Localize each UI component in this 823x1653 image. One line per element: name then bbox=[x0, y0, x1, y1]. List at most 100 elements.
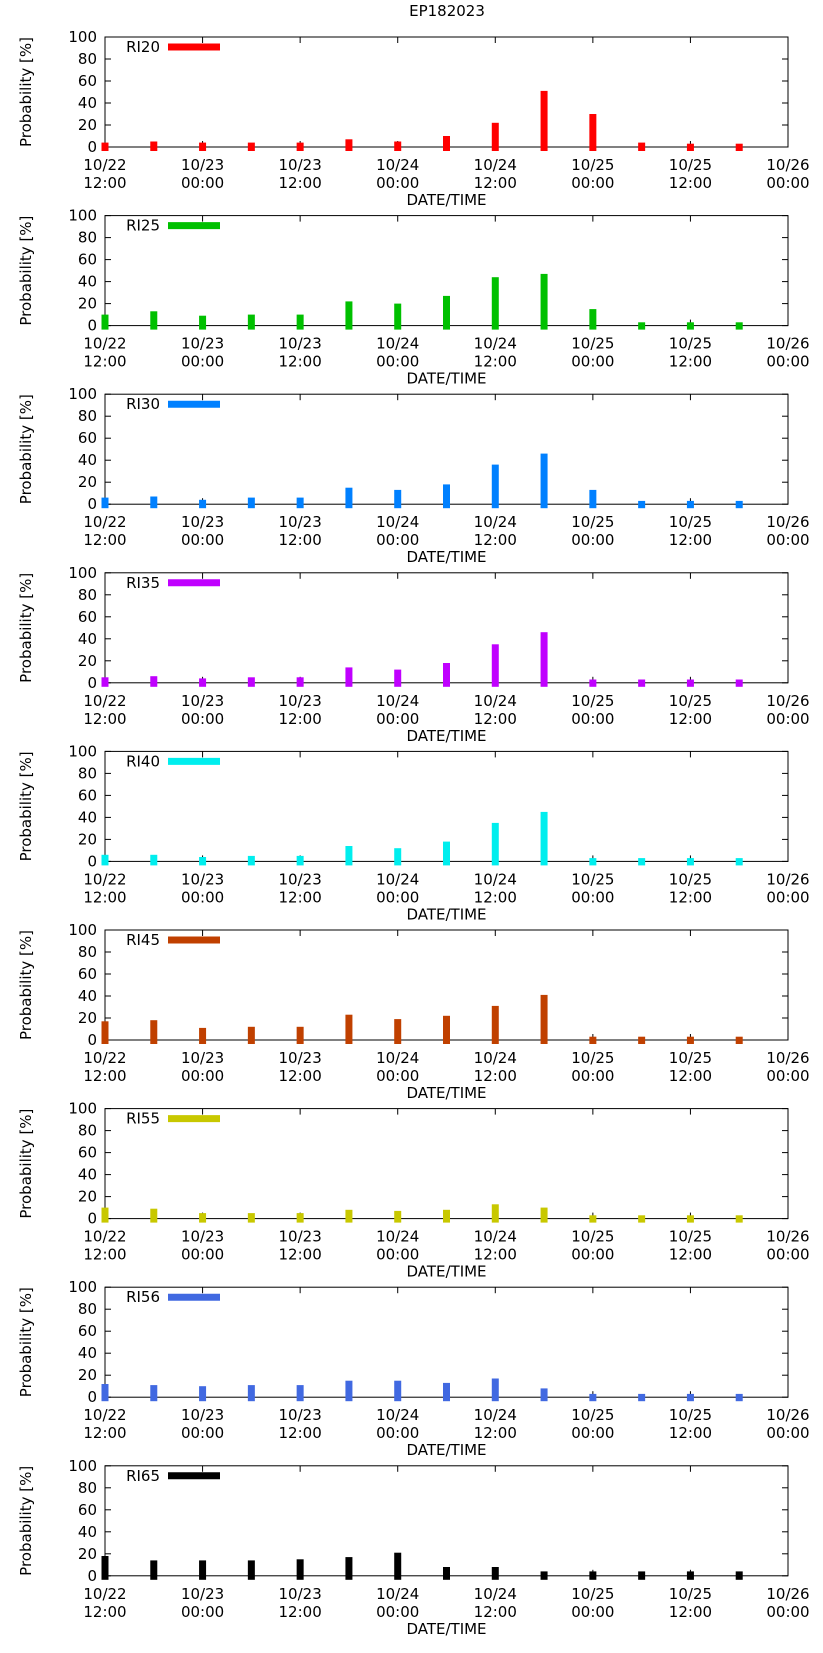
y-tick-label: 80 bbox=[78, 50, 97, 68]
y-tick-label: 100 bbox=[68, 207, 97, 225]
y-tick-label: 0 bbox=[87, 495, 97, 513]
bar bbox=[394, 1019, 402, 1044]
bar bbox=[345, 1209, 353, 1223]
bar bbox=[150, 1385, 158, 1402]
bar bbox=[443, 1015, 450, 1044]
x-axis-label: DATE/TIME bbox=[406, 548, 486, 566]
y-tick-label: 40 bbox=[78, 451, 97, 469]
x-tick-label-time: 00:00 bbox=[766, 1067, 809, 1085]
chart-panel-ri35: 02040608010010/2212:0010/2300:0010/2312:… bbox=[17, 564, 810, 745]
x-tick-label-date: 10/22 bbox=[83, 870, 126, 888]
x-tick-label-time: 12:00 bbox=[669, 710, 712, 728]
x-tick-label-time: 12:00 bbox=[279, 531, 322, 549]
bar bbox=[686, 1393, 694, 1402]
bar bbox=[345, 1557, 353, 1580]
legend-label: RI20 bbox=[126, 38, 160, 56]
x-tick-label-time: 12:00 bbox=[279, 353, 322, 371]
bar bbox=[247, 497, 255, 509]
x-tick-label-date: 10/22 bbox=[83, 1585, 126, 1603]
bar bbox=[101, 1384, 109, 1402]
x-tick-label-date: 10/26 bbox=[766, 1228, 809, 1246]
y-tick-label: 60 bbox=[78, 251, 97, 269]
x-tick-label-time: 12:00 bbox=[669, 1424, 712, 1442]
x-tick-label-time: 12:00 bbox=[474, 1246, 517, 1264]
legend-label: RI56 bbox=[126, 1288, 160, 1306]
x-tick-label-date: 10/26 bbox=[766, 335, 809, 353]
bar bbox=[735, 1036, 743, 1044]
x-axis-label: DATE/TIME bbox=[406, 191, 486, 209]
bar bbox=[589, 858, 597, 866]
bar bbox=[101, 497, 109, 509]
x-tick-label-time: 12:00 bbox=[83, 1603, 126, 1621]
chart-panel-ri20: 02040608010010/2212:0010/2300:0010/2312:… bbox=[17, 28, 810, 209]
x-tick-label-date: 10/24 bbox=[474, 1049, 517, 1067]
bar bbox=[199, 1027, 207, 1044]
x-tick-label-date: 10/25 bbox=[571, 692, 614, 710]
bar bbox=[686, 500, 694, 509]
bar bbox=[247, 1385, 255, 1402]
x-tick-label-date: 10/22 bbox=[83, 1406, 126, 1424]
x-tick-label-date: 10/23 bbox=[279, 1406, 322, 1424]
y-tick-label: 20 bbox=[78, 1188, 97, 1206]
bar bbox=[296, 314, 304, 330]
x-tick-label-date: 10/22 bbox=[83, 156, 126, 174]
x-tick-label-time: 00:00 bbox=[571, 174, 614, 192]
bar bbox=[296, 142, 304, 151]
x-tick-label-time: 00:00 bbox=[571, 353, 614, 371]
x-tick-label-date: 10/24 bbox=[474, 692, 517, 710]
bar bbox=[199, 1213, 207, 1223]
bar bbox=[394, 848, 402, 866]
bar bbox=[589, 309, 597, 330]
x-tick-label-time: 00:00 bbox=[376, 1424, 419, 1442]
bar bbox=[638, 500, 646, 509]
y-axis-label: Probability [%] bbox=[17, 573, 35, 683]
x-tick-label-time: 00:00 bbox=[376, 710, 419, 728]
x-tick-label-time: 12:00 bbox=[83, 1424, 126, 1442]
x-tick-label-date: 10/24 bbox=[474, 335, 517, 353]
figure-title: EP182023 bbox=[409, 2, 485, 20]
legend-label: RI25 bbox=[126, 217, 160, 235]
chart-panel-ri30: 02040608010010/2212:0010/2300:0010/2312:… bbox=[17, 385, 810, 566]
x-tick-label-date: 10/23 bbox=[279, 156, 322, 174]
bar bbox=[101, 142, 109, 151]
x-tick-label-time: 12:00 bbox=[83, 174, 126, 192]
y-tick-label: 100 bbox=[68, 1100, 97, 1118]
bar bbox=[540, 90, 548, 151]
x-tick-label-time: 00:00 bbox=[766, 888, 809, 906]
bar bbox=[247, 142, 255, 151]
x-tick-label-time: 12:00 bbox=[279, 1603, 322, 1621]
bar bbox=[199, 1386, 207, 1402]
bar bbox=[101, 1556, 109, 1580]
y-tick-label: 80 bbox=[78, 943, 97, 961]
bar bbox=[686, 1036, 694, 1044]
bar bbox=[540, 994, 548, 1044]
x-axis-label: DATE/TIME bbox=[406, 1441, 486, 1459]
bar bbox=[540, 1207, 548, 1223]
x-tick-label-time: 00:00 bbox=[181, 1067, 224, 1085]
chart-panel-ri25: 02040608010010/2212:0010/2300:0010/2312:… bbox=[17, 207, 810, 388]
bar bbox=[199, 315, 207, 330]
x-tick-label-time: 00:00 bbox=[376, 1067, 419, 1085]
bar bbox=[296, 1026, 304, 1044]
x-tick-label-time: 00:00 bbox=[181, 353, 224, 371]
y-tick-label: 60 bbox=[78, 1144, 97, 1162]
x-tick-label-date: 10/23 bbox=[181, 1585, 224, 1603]
x-tick-label-date: 10/24 bbox=[376, 1406, 419, 1424]
bar bbox=[686, 679, 694, 687]
bar bbox=[394, 1552, 402, 1580]
x-tick-label-date: 10/24 bbox=[376, 1049, 419, 1067]
y-tick-label: 80 bbox=[78, 229, 97, 247]
x-tick-label-date: 10/23 bbox=[279, 870, 322, 888]
x-axis-label: DATE/TIME bbox=[406, 905, 486, 923]
bar bbox=[296, 1213, 304, 1223]
bar bbox=[199, 1560, 207, 1580]
y-tick-label: 0 bbox=[87, 317, 97, 335]
x-tick-label-date: 10/26 bbox=[766, 513, 809, 531]
bar bbox=[296, 855, 304, 866]
bar bbox=[589, 1215, 597, 1223]
x-tick-label-date: 10/24 bbox=[376, 692, 419, 710]
y-axis-label: Probability [%] bbox=[17, 216, 35, 326]
bar bbox=[589, 114, 597, 151]
y-tick-label: 100 bbox=[68, 564, 97, 582]
x-tick-label-time: 12:00 bbox=[669, 353, 712, 371]
